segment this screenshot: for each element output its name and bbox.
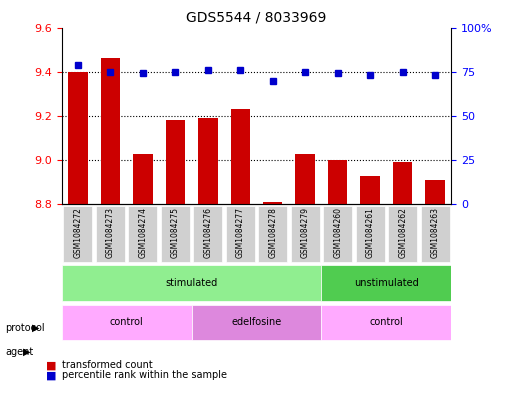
Text: GSM1084277: GSM1084277 xyxy=(236,208,245,258)
Bar xyxy=(361,176,380,204)
FancyBboxPatch shape xyxy=(323,206,352,262)
Text: GSM1084263: GSM1084263 xyxy=(431,208,440,258)
Text: ▶: ▶ xyxy=(32,323,40,333)
Text: control: control xyxy=(369,317,403,327)
FancyBboxPatch shape xyxy=(95,206,125,262)
FancyBboxPatch shape xyxy=(193,206,222,262)
Bar xyxy=(263,202,283,204)
FancyBboxPatch shape xyxy=(128,206,157,262)
Text: ■: ■ xyxy=(46,360,56,371)
Bar xyxy=(425,180,445,204)
FancyBboxPatch shape xyxy=(322,305,451,340)
FancyBboxPatch shape xyxy=(63,206,92,262)
Text: ▶: ▶ xyxy=(23,347,31,357)
Text: ■: ■ xyxy=(46,370,56,380)
Text: GSM1084276: GSM1084276 xyxy=(203,208,212,258)
FancyBboxPatch shape xyxy=(388,206,417,262)
Text: GSM1084274: GSM1084274 xyxy=(139,208,147,258)
FancyBboxPatch shape xyxy=(258,206,287,262)
Text: control: control xyxy=(110,317,144,327)
FancyBboxPatch shape xyxy=(290,206,320,262)
Bar xyxy=(68,72,88,204)
Title: GDS5544 / 8033969: GDS5544 / 8033969 xyxy=(186,11,327,25)
Bar xyxy=(230,109,250,204)
FancyBboxPatch shape xyxy=(322,265,451,301)
FancyBboxPatch shape xyxy=(191,305,322,340)
Bar xyxy=(328,160,347,204)
Text: edelfosine: edelfosine xyxy=(231,317,282,327)
Text: GSM1084273: GSM1084273 xyxy=(106,208,115,258)
Text: GSM1084262: GSM1084262 xyxy=(398,208,407,258)
Text: percentile rank within the sample: percentile rank within the sample xyxy=(62,370,227,380)
Text: GSM1084272: GSM1084272 xyxy=(73,208,82,258)
Text: GSM1084275: GSM1084275 xyxy=(171,208,180,258)
Bar xyxy=(133,154,152,204)
Text: agent: agent xyxy=(5,347,33,357)
Text: GSM1084260: GSM1084260 xyxy=(333,208,342,258)
Text: GSM1084261: GSM1084261 xyxy=(366,208,374,258)
FancyBboxPatch shape xyxy=(226,206,255,262)
Text: GSM1084279: GSM1084279 xyxy=(301,208,310,258)
Bar xyxy=(393,162,412,204)
Text: transformed count: transformed count xyxy=(62,360,152,371)
Bar xyxy=(295,154,315,204)
Text: protocol: protocol xyxy=(5,323,45,333)
FancyBboxPatch shape xyxy=(161,206,190,262)
Text: stimulated: stimulated xyxy=(165,278,218,288)
FancyBboxPatch shape xyxy=(62,265,322,301)
FancyBboxPatch shape xyxy=(62,305,191,340)
Text: GSM1084278: GSM1084278 xyxy=(268,208,277,258)
FancyBboxPatch shape xyxy=(421,206,450,262)
FancyBboxPatch shape xyxy=(356,206,385,262)
Bar xyxy=(101,59,120,204)
Bar xyxy=(166,120,185,204)
Text: unstimulated: unstimulated xyxy=(354,278,419,288)
Bar xyxy=(198,118,218,204)
